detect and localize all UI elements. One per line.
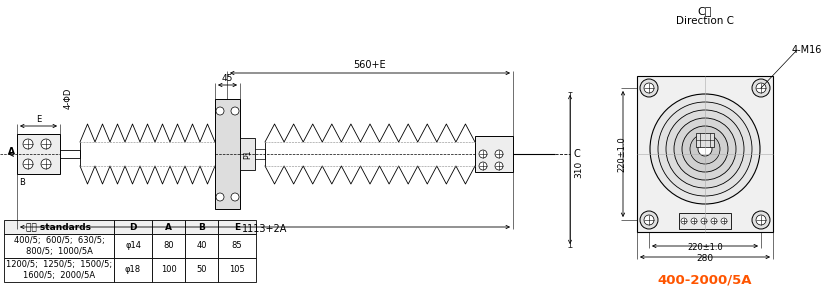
Circle shape (721, 218, 727, 224)
Bar (696, 133, 714, 147)
Circle shape (479, 150, 487, 158)
Text: C向: C向 (698, 6, 712, 16)
Circle shape (216, 193, 224, 201)
Circle shape (644, 83, 654, 93)
Text: Direction C: Direction C (676, 16, 734, 26)
Circle shape (644, 215, 654, 225)
Circle shape (681, 218, 687, 224)
Circle shape (690, 134, 720, 164)
Text: φ18: φ18 (125, 265, 141, 275)
Text: φ14: φ14 (125, 242, 141, 250)
Circle shape (674, 118, 736, 180)
Text: 80: 80 (163, 242, 174, 250)
Bar (17, 134, 60, 174)
Bar (218, 220, 256, 234)
Bar (637, 76, 773, 232)
Text: A: A (8, 146, 15, 156)
Circle shape (231, 193, 239, 201)
Text: 105: 105 (229, 265, 245, 275)
Circle shape (23, 159, 33, 169)
Circle shape (41, 159, 51, 169)
Circle shape (650, 94, 760, 204)
Circle shape (23, 139, 33, 149)
Circle shape (640, 211, 658, 229)
Circle shape (231, 107, 239, 115)
Bar (185, 258, 218, 282)
Circle shape (698, 142, 712, 156)
Bar (152, 234, 185, 258)
Circle shape (41, 139, 51, 149)
Text: B: B (19, 178, 25, 187)
Bar (215, 99, 240, 209)
Text: 4-M16: 4-M16 (791, 45, 822, 55)
Circle shape (495, 150, 503, 158)
Bar (475, 136, 513, 172)
Text: 40: 40 (196, 242, 206, 250)
Bar (152, 220, 185, 234)
Text: 310: 310 (574, 161, 583, 178)
Text: 45: 45 (222, 74, 233, 83)
Text: 50: 50 (196, 265, 206, 275)
Bar (4, 258, 114, 282)
Text: 85: 85 (231, 242, 242, 250)
Bar (114, 220, 152, 234)
Circle shape (756, 83, 766, 93)
Bar (679, 213, 731, 229)
Circle shape (752, 79, 770, 97)
Circle shape (216, 107, 224, 115)
Bar (114, 234, 152, 258)
Text: 1113+2A: 1113+2A (242, 224, 288, 234)
Circle shape (701, 218, 707, 224)
Circle shape (752, 211, 770, 229)
Bar (185, 234, 218, 258)
Text: 规格 standards: 规格 standards (27, 223, 92, 232)
Text: E: E (36, 115, 41, 124)
Bar (114, 258, 152, 282)
Text: E: E (234, 223, 240, 232)
Text: C: C (573, 149, 580, 159)
Circle shape (479, 162, 487, 170)
Bar (218, 258, 256, 282)
Text: 560+E: 560+E (354, 60, 386, 70)
Text: A: A (165, 223, 172, 232)
Bar (4, 234, 114, 258)
Circle shape (691, 218, 697, 224)
Text: 400-2000/5A: 400-2000/5A (658, 274, 752, 287)
Text: B: B (198, 223, 205, 232)
Text: P1: P1 (244, 149, 252, 159)
Circle shape (666, 110, 744, 188)
Circle shape (756, 215, 766, 225)
Bar (240, 138, 255, 170)
Text: 220±1.0: 220±1.0 (687, 243, 723, 252)
Circle shape (711, 218, 717, 224)
Text: 1200/5;  1250/5;  1500/5;
1600/5;  2000/5A: 1200/5; 1250/5; 1500/5; 1600/5; 2000/5A (6, 260, 112, 280)
Bar (152, 258, 185, 282)
Circle shape (658, 102, 752, 196)
Bar (4, 220, 114, 234)
Text: 4-ΦD: 4-ΦD (63, 88, 72, 109)
Text: 220±1.0: 220±1.0 (617, 136, 626, 172)
Bar (218, 234, 256, 258)
Circle shape (640, 79, 658, 97)
Circle shape (682, 126, 728, 172)
Text: D: D (129, 223, 136, 232)
Circle shape (495, 162, 503, 170)
Text: 280: 280 (696, 254, 714, 263)
Bar (185, 220, 218, 234)
Text: 400/5;  600/5;  630/5;
800/5;  1000/5A: 400/5; 600/5; 630/5; 800/5; 1000/5A (13, 236, 104, 256)
Text: 100: 100 (161, 265, 176, 275)
